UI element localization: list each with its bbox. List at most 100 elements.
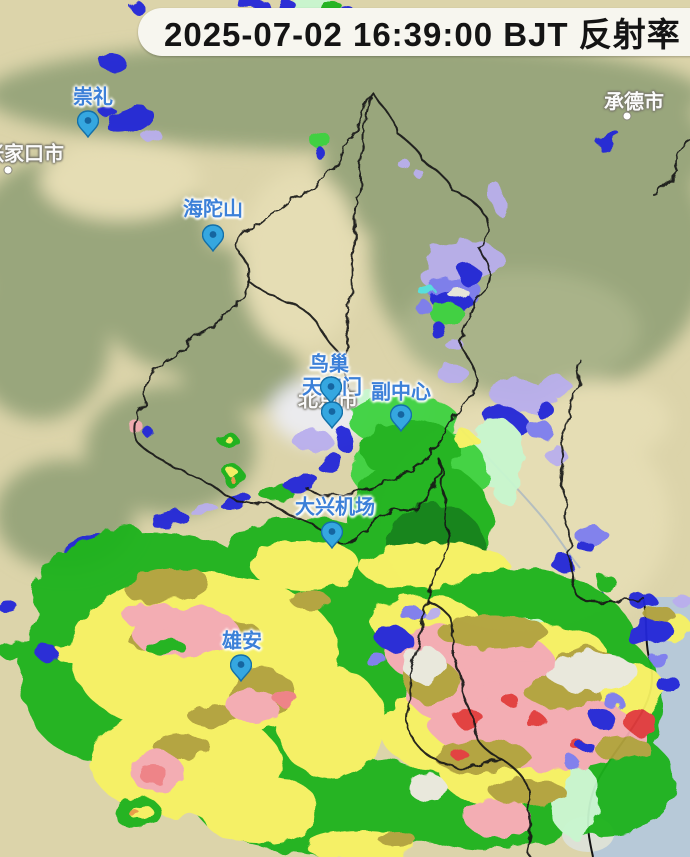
radar-cell-pv	[603, 693, 623, 709]
radar-cell-pv	[564, 757, 580, 769]
radar-cell-ol	[434, 740, 530, 774]
radar-cell-pk	[465, 798, 531, 838]
radar-cell-bl	[373, 625, 415, 653]
radar-cell-rd	[455, 709, 483, 729]
admin-boundary	[305, 91, 492, 497]
radar-cell-lv	[190, 503, 218, 517]
radar-cell-yl	[129, 804, 153, 820]
boundary-lines	[133, 91, 690, 857]
poi-label-fuzhongxin: 副中心	[371, 381, 431, 404]
map-pin-icon-daxing-airport[interactable]	[321, 521, 343, 549]
radar-cell-bl	[590, 709, 614, 729]
radar-cell-bl	[577, 740, 593, 752]
radar-cell-rd	[526, 713, 546, 729]
city-label-chengde: 承德市	[604, 91, 664, 114]
terrain-patch	[0, 260, 110, 420]
terrain-patch	[85, 385, 255, 515]
radar-cell-rd	[502, 694, 518, 706]
radar-cell-bl	[430, 322, 446, 338]
radar-cell-ol	[125, 569, 209, 603]
timestamp-banner: 2025-07-02 16:39:00 BJT 反射率	[138, 8, 690, 56]
radar-cell-lv	[673, 595, 690, 607]
radar-cell-gr	[144, 639, 186, 655]
radar-cell-yl	[54, 647, 86, 661]
radar-cell-rd	[624, 710, 656, 734]
radar-cell-bl	[0, 601, 18, 613]
map-pin-icon-chongli[interactable]	[77, 110, 99, 138]
radar-cell-bl	[129, 0, 143, 12]
city-label-zhangjiakou: 张家口市	[0, 143, 64, 166]
radar-cell-ol	[290, 591, 330, 609]
radar-cell-bl	[626, 619, 674, 647]
city-label-beijing: 北京市	[298, 389, 358, 412]
admin-boundary	[559, 359, 644, 604]
radar-cell-yl	[225, 437, 233, 443]
admin-boundary	[654, 139, 690, 197]
radar-cell-lv	[488, 181, 506, 215]
radar-cell-bl	[317, 453, 343, 473]
map-pin-icon-niaochao[interactable]	[320, 376, 342, 404]
terrain-patch	[240, 170, 360, 350]
radar-cell-pk	[123, 603, 179, 629]
radar-cell-bl	[34, 645, 58, 659]
radar-cell-bl	[99, 53, 125, 71]
radar-cell-ol	[380, 831, 416, 849]
admin-boundary	[406, 599, 507, 770]
radar-cell-lv	[535, 376, 571, 396]
admin-boundary	[426, 599, 507, 763]
radar-cell-lv	[398, 159, 410, 169]
map-pin-icon-fuzhongxin[interactable]	[390, 404, 412, 432]
radar-cell-bl	[151, 511, 189, 529]
poi-label-chongli: 崇礼	[73, 86, 113, 109]
radar-cell-pv	[416, 301, 432, 315]
radar-cell-bl	[458, 266, 482, 286]
radar-cell-bl	[315, 147, 325, 159]
map-pin-icon-xiongan[interactable]	[230, 654, 252, 682]
radar-cell-wt	[409, 774, 447, 802]
radar-cell-cy	[418, 286, 436, 296]
admin-boundary	[133, 91, 373, 506]
radar-cell-pv	[399, 605, 423, 621]
radar-cell-bl	[219, 494, 253, 510]
radar-cell-lv	[422, 607, 442, 619]
terrain-patch	[40, 140, 200, 220]
radar-cell-lv	[437, 365, 469, 383]
radar-cell-yl	[275, 667, 385, 777]
radar-cell-mg	[493, 461, 519, 505]
radar-cell-yl	[250, 539, 360, 591]
radar-cell-pv	[650, 653, 670, 667]
terrain-patch	[180, 330, 300, 410]
radar-cell-bl	[629, 593, 657, 609]
poi-label-xiongan: 雄安	[222, 630, 262, 653]
map-pin-icon-haituoshan[interactable]	[202, 224, 224, 252]
radar-cell-lv	[415, 171, 425, 179]
radar-cell-or	[128, 808, 138, 816]
terrain-patch	[530, 90, 690, 210]
radar-cell-wt	[546, 652, 638, 692]
radar-cell-bl	[336, 428, 354, 452]
radar-cell-bl	[535, 403, 555, 419]
radar-cell-lv	[142, 129, 162, 143]
radar-cell-bl	[237, 0, 269, 10]
admin-boundary	[269, 459, 442, 545]
radar-cell-bl	[283, 474, 319, 492]
radar-cell-pv	[366, 652, 386, 668]
radar-cell-bl	[107, 107, 155, 135]
poi-label-daxing-airport: 大兴机场	[295, 496, 375, 519]
radar-cell-bl	[100, 106, 116, 118]
radar-cell-ol	[437, 615, 547, 649]
timestamp-text: 2025-07-02 16:39:00 BJT 反射率	[164, 16, 681, 53]
city-dot-icon	[3, 165, 13, 175]
radar-cell-bl	[656, 676, 680, 692]
radar-cell-ol	[188, 705, 236, 727]
radar-cell-bl	[144, 430, 156, 438]
radar-cell-bl	[598, 131, 620, 151]
radar-cell-ol	[490, 779, 566, 805]
admin-boundary	[426, 459, 450, 601]
radar-cell-sm	[139, 764, 167, 784]
radar-cell-ol	[154, 733, 210, 759]
radar-cell-gr	[597, 575, 617, 593]
map-pin-icon-tiananmen[interactable]	[321, 401, 343, 429]
